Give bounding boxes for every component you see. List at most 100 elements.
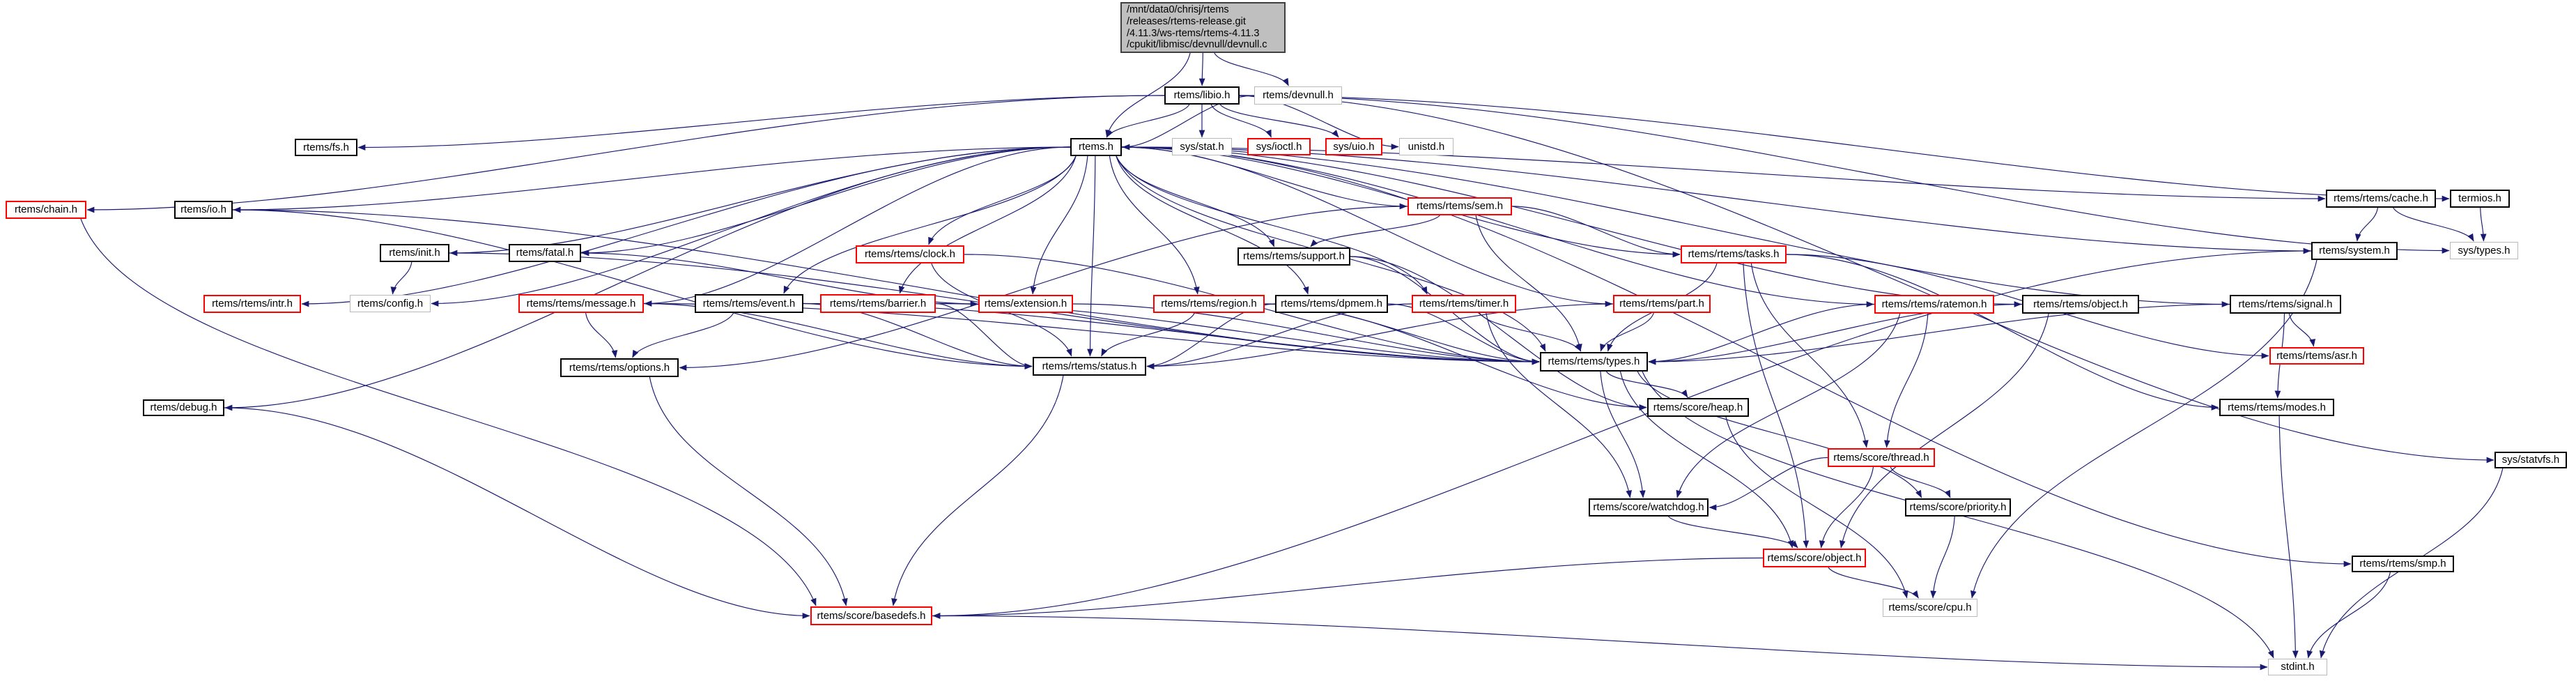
node-chain[interactable]: rtems/chain.h	[6, 201, 86, 219]
graph-root-file: /mnt/data0/chrisj/rtems /releases/rtems-…	[1120, 2, 1286, 53]
include-edge-rtems_h-to-debug	[224, 146, 1071, 411]
node-sys-types: sys/types.h	[2450, 242, 2518, 259]
node-timer[interactable]: rtems/rtems/timer.h	[1412, 295, 1516, 313]
include-edge-thread-to-watchdog	[1709, 457, 1828, 511]
node-support[interactable]: rtems/rtems/support.h	[1237, 247, 1350, 266]
include-edge-basedefs-to-stdint	[932, 615, 2268, 671]
include-edge-system-to-cpu	[1970, 259, 2317, 599]
node-asr[interactable]: rtems/rtems/asr.h	[2269, 347, 2364, 365]
node-watchdog[interactable]: rtems/score/watchdog.h	[1589, 498, 1709, 517]
node-unistd: unistd.h	[1399, 138, 1453, 155]
include-edge-extension-to-types	[1072, 303, 1540, 365]
node-init[interactable]: rtems/init.h	[380, 244, 449, 262]
include-edge-rtems_h-to-cache	[1121, 146, 2326, 202]
include-edge-rtems_h-to-extension	[1030, 155, 1088, 295]
node-termios[interactable]: termios.h	[2450, 190, 2510, 208]
include-edge-types-to-heap	[1605, 371, 1688, 398]
node-types[interactable]: rtems/rtems/types.h	[1540, 352, 1648, 372]
include-edge-tasks-to-score_object	[1743, 263, 1810, 549]
include-edge-ratemon-to-types	[1648, 303, 1875, 365]
node-fs[interactable]: rtems/fs.h	[295, 139, 357, 156]
node-part[interactable]: rtems/rtems/part.h	[1613, 295, 1711, 313]
node-signal[interactable]: rtems/rtems/signal.h	[2230, 295, 2341, 314]
include-edge-io-to-status	[232, 209, 1033, 369]
node-sem[interactable]: rtems/rtems/sem.h	[1407, 197, 1512, 215]
include-edge-options-to-basedefs	[649, 376, 848, 606]
include-edge-libio-to-statvfs	[1239, 95, 2494, 464]
node-thread[interactable]: rtems/score/thread.h	[1828, 448, 1935, 467]
include-edge-signal-to-asr	[2288, 313, 2316, 347]
node-ratemon[interactable]: rtems/rtems/ratemon.h	[1874, 295, 1994, 314]
include-edge-rtems_h-to-intr	[301, 146, 1071, 307]
include-edge-ratemon-to-watchdog	[1676, 313, 1901, 498]
include-edge-part-to-status	[1146, 303, 1614, 369]
node-rtems-h[interactable]: rtems.h	[1070, 138, 1122, 156]
node-extension[interactable]: rtems/extension.h	[978, 295, 1073, 313]
include-edge-types-to-watchdog	[1600, 371, 1646, 498]
include-edge-system-to-basedefs	[932, 250, 2312, 619]
node-region[interactable]: rtems/rtems/region.h	[1153, 295, 1265, 313]
include-edge-tasks-to-modes	[1786, 254, 2219, 411]
node-heap[interactable]: rtems/score/heap.h	[1647, 398, 1749, 417]
include-edge-message-to-options	[585, 312, 618, 358]
node-options[interactable]: rtems/rtems/options.h	[560, 358, 679, 377]
include-edge-dpmem-to-types	[1387, 303, 1540, 365]
include-edge-termios-to-sys_types	[2480, 207, 2487, 242]
include-edge-priority-to-cpu	[1930, 516, 1955, 599]
include-edge-init-to-config	[390, 261, 412, 295]
include-edge-types-to-score_object	[1619, 371, 1794, 549]
node-priority[interactable]: rtems/score/priority.h	[1905, 498, 2011, 517]
node-intr[interactable]: rtems/rtems/intr.h	[203, 295, 301, 313]
node-debug[interactable]: rtems/debug.h	[143, 399, 224, 416]
node-barrier[interactable]: rtems/rtems/barrier.h	[820, 294, 936, 313]
include-edge-rtems_h-to-init	[449, 146, 1071, 257]
include-edge-libio-to-sys_types	[1239, 95, 2450, 254]
node-system[interactable]: rtems/system.h	[2311, 242, 2398, 260]
node-score-object[interactable]: rtems/score/object.h	[1763, 549, 1866, 567]
include-edge-support-to-heap	[1350, 256, 1647, 411]
include-edge-libio-to-sys_ioctl	[1210, 104, 1272, 138]
include-edge-rtems_h-to-smp	[1121, 146, 2352, 567]
node-status[interactable]: rtems/rtems/status.h	[1033, 357, 1146, 376]
include-edge-score_object-to-cpu	[1828, 567, 1919, 599]
node-libio[interactable]: rtems/libio.h	[1164, 86, 1240, 105]
node-clock[interactable]: rtems/rtems/clock.h	[856, 245, 964, 263]
include-edge-signal-to-types	[1648, 303, 2230, 365]
include-edge-rtems_h-to-clock	[928, 155, 1077, 245]
include-edge-rtems_h-to-signal	[1121, 146, 2230, 307]
node-tasks[interactable]: rtems/rtems/tasks.h	[1681, 245, 1787, 263]
include-edge-timer-to-types	[1479, 312, 1582, 352]
include-edge-modes-to-stdint	[2278, 415, 2299, 659]
node-smp[interactable]: rtems/rtems/smp.h	[2352, 556, 2454, 572]
include-edge-heap-to-cpu	[1725, 416, 1908, 599]
node-sys-uio[interactable]: sys/uio.h	[1325, 138, 1382, 155]
node-statvfs[interactable]: sys/statvfs.h	[2494, 452, 2567, 468]
include-edge-message-to-status	[643, 303, 1033, 369]
include-edge-debug-to-basedefs	[224, 407, 810, 619]
node-fatal[interactable]: rtems/fatal.h	[509, 244, 581, 262]
node-cache[interactable]: rtems/rtems/cache.h	[2326, 190, 2436, 208]
node-basedefs[interactable]: rtems/score/basedefs.h	[810, 606, 932, 625]
include-edge-libio-to-chain	[86, 95, 1165, 213]
node-dpmem[interactable]: rtems/rtems/dpmem.h	[1275, 295, 1388, 313]
node-sys-ioctl[interactable]: sys/ioctl.h	[1247, 138, 1311, 155]
include-edge-types-to-priority	[1637, 371, 1922, 498]
include-edge-rtems_h-to-system	[1121, 146, 2311, 254]
include-edge-rtems_h-to-barrier	[898, 155, 1077, 294]
node-event[interactable]: rtems/rtems/event.h	[695, 294, 803, 313]
include-edge-rtems_h-to-object_rtems	[1121, 146, 2022, 307]
node-object-rtems[interactable]: rtems/rtems/object.h	[2022, 295, 2139, 314]
node-message[interactable]: rtems/rtems/message.h	[518, 294, 644, 313]
node-stdint: stdint.h	[2268, 659, 2327, 675]
include-edge-root-to-rtems_h	[1105, 52, 1191, 138]
include-edge-watchdog-to-score_object	[1668, 516, 1798, 549]
include-edge-sem-to-support	[1310, 215, 1440, 247]
include-edge-cache-to-sys_types	[2393, 207, 2474, 242]
node-io[interactable]: rtems/io.h	[174, 201, 233, 219]
include-edge-io-to-types	[232, 209, 1540, 365]
include-edge-rtems_h-to-support	[1116, 155, 1275, 247]
node-devnull: rtems/devnull.h	[1254, 86, 1342, 105]
node-modes[interactable]: rtems/rtems/modes.h	[2219, 399, 2334, 416]
include-edge-event-to-options	[632, 312, 734, 358]
